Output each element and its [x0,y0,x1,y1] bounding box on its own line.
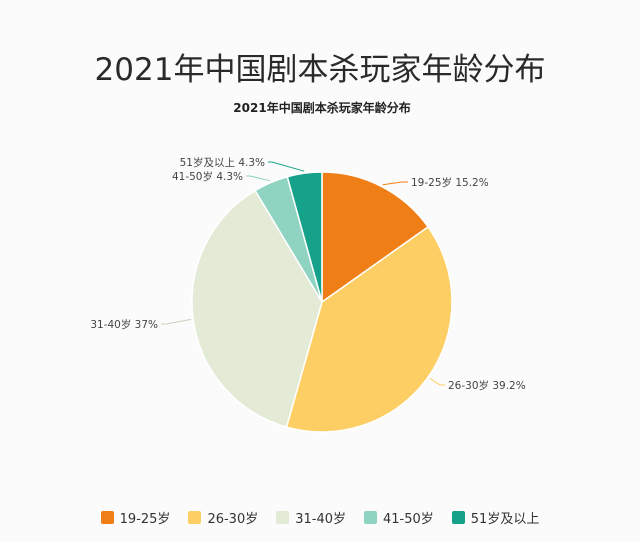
legend-label: 19-25岁 [119,512,171,527]
legend-item-1: 19-25岁 [100,508,171,527]
pie-slice-1 [321,171,430,304]
pie-slice-5 [286,171,323,303]
legend-label: 31-40岁 [295,512,346,527]
legend-swatch [276,511,290,524]
legend-swatch [188,511,202,524]
legend-swatch [100,511,114,524]
pie-slice-3 [191,189,323,428]
chart-legend: 19-25岁 26-30岁 31-40岁 41-50岁 51岁及以上 [0,508,640,527]
slice-label-2: 26-30岁 39.2% [448,379,526,392]
legend-label: 41-50岁 [383,512,434,527]
legend-item-4: 41-50岁 [364,508,434,527]
leader-line-4 [246,175,271,182]
legend-swatch [364,511,377,524]
legend-item-2: 26-30岁 [188,508,258,527]
legend-swatch [451,511,465,524]
pie-slice-2 [285,225,453,433]
slice-label-3: 31-40岁 37% [90,318,158,331]
leader-line-2 [429,377,445,386]
leader-line-1 [382,181,408,186]
legend-label: 26-30岁 [207,512,259,527]
chart-title: 2021年中国剧本杀玩家年龄分布 [233,100,410,115]
slice-label-5: 51岁及以上 4.3% [180,156,265,169]
page-title: 2021年中国剧本杀玩家年龄分布 [94,52,546,88]
slice-label-1: 19-25岁 15.2% [411,176,489,189]
slice-label-4: 41-50岁 4.3% [172,170,243,183]
legend-item-3: 31-40岁 [276,508,346,527]
legend-item-5: 51岁及以上 [451,508,540,527]
leader-line-5 [268,161,305,172]
leader-line-3 [161,318,192,325]
legend-label: 51岁及以上 [470,512,540,527]
